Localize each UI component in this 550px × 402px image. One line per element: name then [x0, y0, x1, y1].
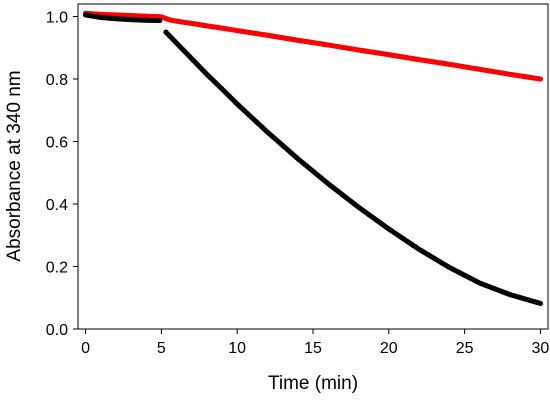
y-tick-label: 1.0 — [46, 10, 68, 27]
data-point — [537, 300, 544, 306]
x-tick-label: 25 — [456, 340, 474, 357]
x-tick-label: 0 — [81, 340, 90, 357]
x-tick-label: 30 — [532, 340, 550, 357]
data-point — [537, 76, 544, 82]
y-axis-ticks: 0.0 0.2 0.4 0.6 0.8 1.0 — [46, 10, 78, 339]
x-tick-label: 10 — [228, 340, 246, 357]
x-tick-label: 5 — [157, 340, 166, 357]
series-1 — [82, 12, 544, 306]
data-point — [157, 17, 163, 24]
y-axis-label: Absorbance at 340 nm — [4, 70, 25, 261]
series-layer — [82, 10, 544, 306]
y-tick-label: 0.2 — [46, 260, 68, 277]
x-axis-ticks: 0 5 10 15 20 25 30 — [81, 329, 549, 357]
y-tick-label: 0.8 — [46, 72, 68, 89]
x-tick-label: 20 — [380, 340, 398, 357]
y-tick-label: 0.0 — [46, 322, 68, 339]
y-tick-label: 0.4 — [46, 197, 68, 214]
x-axis-label: Time (min) — [268, 373, 358, 394]
y-tick-label: 0.6 — [46, 135, 68, 152]
x-tick-label: 15 — [304, 340, 322, 357]
